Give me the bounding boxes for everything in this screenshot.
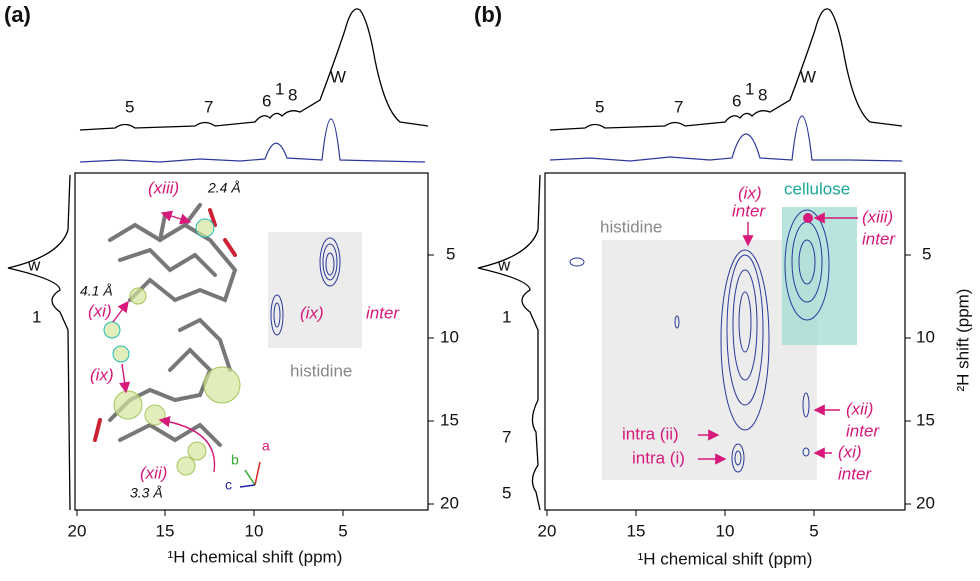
y-tick-label: 20 (916, 493, 935, 512)
contours (569, 209, 830, 473)
x-tick-label: 10 (716, 521, 735, 540)
panel-a: (a) 5 7 6 1 8 W w 1 (ix) inter histidine… (4, 2, 459, 567)
spectrum-2h (549, 115, 903, 162)
peak-label: 8 (758, 85, 767, 104)
crystal-axes (239, 461, 261, 488)
annotation: inter (862, 229, 896, 248)
annotation: inter (846, 421, 880, 440)
side-label: w (27, 255, 41, 274)
y-tick-label: 15 (440, 410, 459, 429)
x-tick-label: 15 (627, 521, 646, 540)
y-tick-label: 5 (446, 244, 455, 263)
peak-label: 1 (275, 79, 284, 98)
spectrum-2h (79, 118, 426, 163)
peak-label: 6 (732, 91, 741, 110)
annotation: (xiii) (862, 207, 893, 226)
x-tick-label: 20 (68, 521, 87, 540)
annotation: 3.3 Å (130, 485, 163, 501)
side-label: 5 (502, 483, 511, 502)
panel-label: (b) (474, 2, 502, 27)
axis-letter: c (225, 477, 232, 493)
spectrum-1h (549, 8, 903, 131)
side-label: w (497, 255, 511, 274)
plot-frame (74, 172, 429, 511)
y-axis-label: ²H shift (ppm) (953, 289, 972, 392)
panel-label: (a) (4, 2, 31, 27)
x-tick-label: 10 (245, 521, 264, 540)
annotation: inter (838, 464, 872, 483)
y-tick-label: 15 (916, 410, 935, 429)
annotation: inter (366, 303, 400, 322)
distance-arrows (112, 210, 216, 473)
peak-label: 5 (595, 97, 604, 116)
annotation: (xiii) (148, 178, 179, 197)
peak-label: 5 (125, 97, 134, 116)
cellulose-region (782, 207, 857, 345)
annotation: intra (ii) (622, 424, 679, 443)
x-tick-label: 5 (809, 521, 818, 540)
annotation: (xii) (140, 463, 167, 482)
peak-label: W (330, 67, 346, 86)
side-spectrum (477, 174, 541, 511)
side-label: 1 (32, 307, 41, 326)
x-tick-label: 5 (338, 521, 347, 540)
annotation: histidine (600, 217, 662, 236)
y-tick-label: 20 (440, 493, 459, 512)
x-axis-label: ¹H chemical shift (ppm) (168, 547, 343, 566)
contours (270, 237, 341, 336)
annotation: (xii) (846, 399, 873, 418)
molecule (93, 203, 241, 476)
annotation: histidine (290, 361, 352, 380)
annotation: (ix) (90, 365, 114, 384)
axis-letter: b (231, 452, 239, 468)
x-tick-label: 15 (156, 521, 175, 540)
annotation: (xi) (838, 442, 862, 461)
peak-label: 7 (674, 97, 683, 116)
x-axis-label: ¹H chemical shift (ppm) (638, 549, 813, 568)
annotation: intra (i) (632, 448, 685, 467)
peak-label: 8 (288, 85, 297, 104)
peak-label: 6 (262, 91, 271, 110)
histidine-region (268, 232, 362, 348)
spectrum-1h (79, 8, 429, 131)
annotation: inter (732, 201, 766, 220)
annotation: cellulose (784, 179, 850, 198)
peak-label: 1 (745, 79, 754, 98)
annotation: (ix) (738, 183, 762, 202)
marker (803, 213, 813, 223)
side-label: 1 (502, 307, 511, 326)
side-label: 7 (502, 427, 511, 446)
axis-letter: a (262, 438, 270, 454)
y-tick-label: 10 (916, 327, 935, 346)
annotation: 2.4 Å (207, 180, 241, 196)
panel-b: (b) 5 7 6 1 8 W w 1 7 5 histidine cellul… (474, 2, 972, 569)
annotation: (ix) (300, 303, 324, 322)
annotation: (xi) (88, 301, 112, 320)
annotation: 4.1 Å (80, 283, 113, 299)
x-tick-label: 20 (538, 521, 557, 540)
y-tick-label: 10 (440, 327, 459, 346)
side-spectrum (7, 174, 71, 511)
annotation-arrows (698, 212, 858, 465)
peak-label: W (800, 67, 816, 86)
peak-label: 7 (204, 97, 213, 116)
y-tick-label: 5 (922, 244, 931, 263)
